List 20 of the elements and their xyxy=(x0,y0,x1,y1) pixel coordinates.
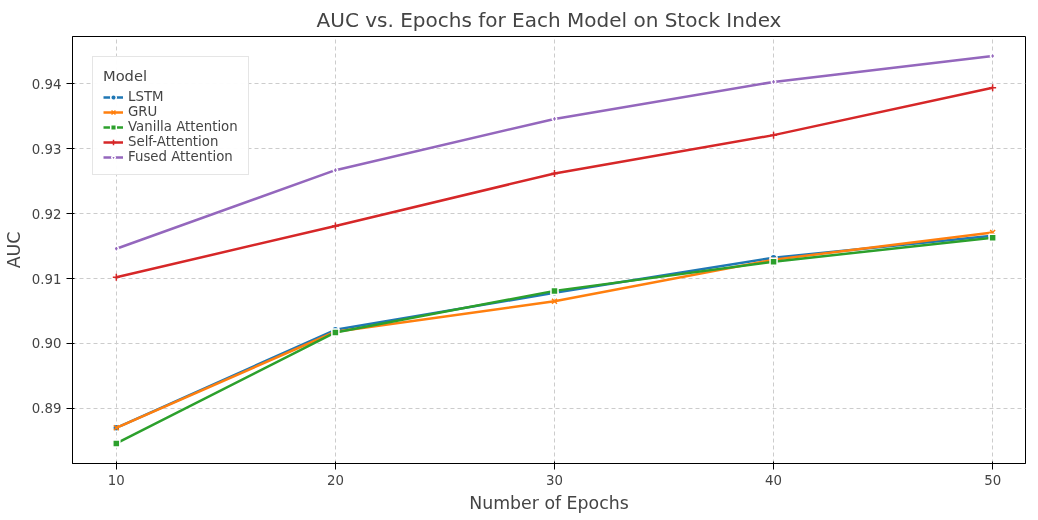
y-tick-label: 0.89 xyxy=(31,401,62,417)
legend-title: Model xyxy=(103,67,148,84)
chart-title: AUC vs. Epochs for Each Model on Stock Index xyxy=(316,7,782,32)
legend-label: Fused Attention xyxy=(128,149,233,164)
x-tick-label: 50 xyxy=(984,472,1002,488)
y-axis-title: AUC xyxy=(3,231,24,269)
y-tick-label: 0.93 xyxy=(31,141,62,157)
y-tick-label: 0.92 xyxy=(31,206,62,222)
y-tick-label: 0.90 xyxy=(31,336,62,352)
x-tick-label: 40 xyxy=(765,472,783,488)
x-tick-label: 10 xyxy=(107,472,125,488)
legend-label: Self-Attention xyxy=(128,134,219,149)
x-axis-title: Number of Epochs xyxy=(469,492,629,513)
x-tick-label: 30 xyxy=(546,472,563,488)
y-tick-label: 0.91 xyxy=(31,271,62,287)
y-tick-label: 0.94 xyxy=(31,76,62,92)
legend-label: LSTM xyxy=(128,89,164,104)
x-tick-label: 20 xyxy=(326,472,344,488)
legend-label: GRU xyxy=(128,104,158,119)
legend-label: Vanilla Attention xyxy=(128,119,238,134)
